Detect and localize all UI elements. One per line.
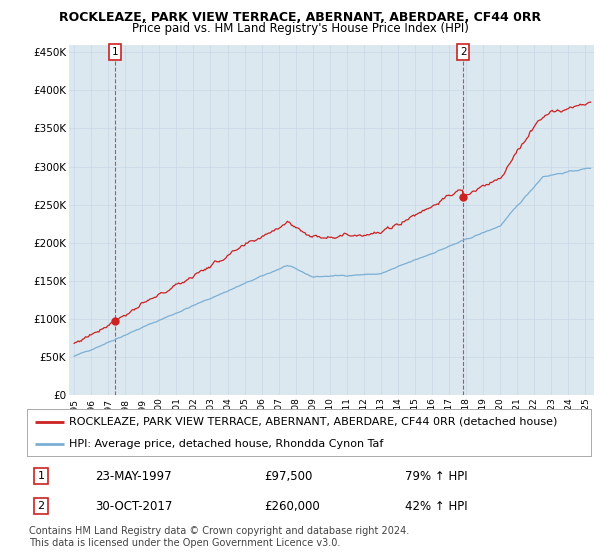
Text: Contains HM Land Registry data © Crown copyright and database right 2024.
This d: Contains HM Land Registry data © Crown c… <box>29 526 409 548</box>
Text: 30-OCT-2017: 30-OCT-2017 <box>95 500 172 513</box>
Text: ROCKLEAZE, PARK VIEW TERRACE, ABERNANT, ABERDARE, CF44 0RR (detached house): ROCKLEAZE, PARK VIEW TERRACE, ABERNANT, … <box>70 417 557 427</box>
Text: HPI: Average price, detached house, Rhondda Cynon Taf: HPI: Average price, detached house, Rhon… <box>70 438 383 449</box>
Text: 23-MAY-1997: 23-MAY-1997 <box>95 470 172 483</box>
Text: £260,000: £260,000 <box>264 500 320 513</box>
Text: 1: 1 <box>38 471 44 481</box>
Text: 42% ↑ HPI: 42% ↑ HPI <box>405 500 467 513</box>
Text: 2: 2 <box>38 501 44 511</box>
Text: 2: 2 <box>460 48 467 58</box>
Text: £97,500: £97,500 <box>264 470 312 483</box>
Text: Price paid vs. HM Land Registry's House Price Index (HPI): Price paid vs. HM Land Registry's House … <box>131 22 469 35</box>
Text: 1: 1 <box>112 48 118 58</box>
Text: ROCKLEAZE, PARK VIEW TERRACE, ABERNANT, ABERDARE, CF44 0RR: ROCKLEAZE, PARK VIEW TERRACE, ABERNANT, … <box>59 11 541 24</box>
Text: 79% ↑ HPI: 79% ↑ HPI <box>405 470 467 483</box>
